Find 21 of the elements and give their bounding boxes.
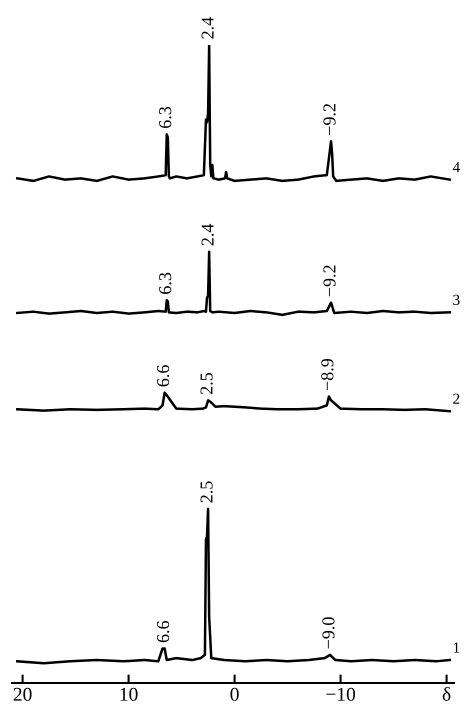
x-tick-label: 0 xyxy=(230,688,239,701)
series-label: 4 xyxy=(452,162,460,172)
annotation: −8.9 xyxy=(321,358,334,390)
x-tick-label: −10 xyxy=(326,688,356,701)
annotation: 6.6 xyxy=(157,365,170,386)
annotation: 2.5 xyxy=(200,481,213,502)
annotation: 2.5 xyxy=(200,372,213,394)
series-label: 1 xyxy=(454,642,460,653)
annotation: −9.2 xyxy=(323,265,336,296)
annotation: 6.3 xyxy=(159,272,172,294)
series-label: 3 xyxy=(453,294,460,306)
annotation: −9.0 xyxy=(322,617,335,648)
x-tick-label: 20 xyxy=(14,688,32,701)
annotation: 2.4 xyxy=(202,224,214,246)
annotation: −9.2 xyxy=(323,104,336,135)
x-tick-label: 10 xyxy=(120,688,138,701)
series-label: 2 xyxy=(453,394,460,404)
annotation: 6.3 xyxy=(159,106,172,128)
annotation: 2.4 xyxy=(202,17,214,39)
x-tick-label: δ xyxy=(442,687,450,701)
annotation: 6.6 xyxy=(157,620,170,642)
